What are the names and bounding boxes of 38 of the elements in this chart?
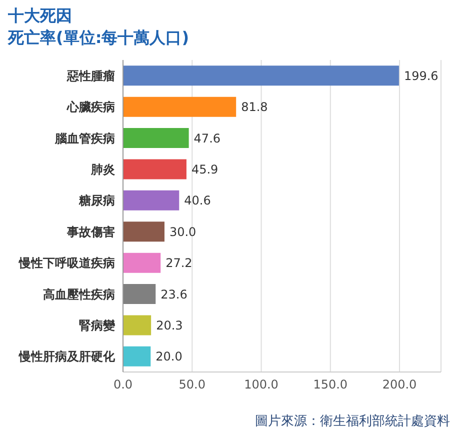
- bar: [123, 222, 164, 242]
- data-label: 20.0: [156, 350, 182, 364]
- y-tick-label: 慢性肝病及肝硬化: [18, 350, 116, 364]
- chart-subtitle: 死亡率(單位:每十萬人口): [8, 28, 190, 49]
- x-tick-label: 0.0: [113, 378, 133, 392]
- bar: [123, 128, 189, 148]
- chart-title: 十大死因: [8, 6, 72, 27]
- y-tick-label: 肺炎: [90, 162, 116, 176]
- y-tick-label: 高血壓性疾病: [43, 287, 115, 302]
- x-tick-label: 50.0: [178, 378, 206, 392]
- y-tick-label: 腦血管疾病: [54, 131, 115, 146]
- data-label: 199.6: [404, 68, 438, 83]
- y-tick-label: 心臟疾病: [66, 100, 115, 114]
- data-label: 45.9: [191, 162, 218, 176]
- bar: [123, 190, 180, 210]
- data-label: 30.0: [169, 224, 196, 239]
- bar: [123, 159, 186, 180]
- bar: [123, 346, 151, 366]
- data-label: 81.8: [241, 100, 268, 114]
- bar: [123, 96, 236, 117]
- data-label: 40.6: [184, 194, 211, 208]
- text: 圖片來源：衛生福利部統計處資料: [255, 413, 450, 430]
- data-label: 27.2: [166, 256, 192, 270]
- x-tick-label: 200.0: [382, 378, 417, 392]
- x-tick-label: 150.0: [313, 378, 348, 392]
- y-tick-label: 慢性下呼吸道疾病: [18, 256, 115, 270]
- data-label: 47.6: [194, 131, 221, 146]
- bar: [123, 252, 161, 273]
- x-tick-label: 100.0: [244, 378, 278, 392]
- y-tick-label: 事故傷害: [66, 224, 115, 239]
- y-tick-label: 糖尿病: [78, 194, 115, 208]
- bar: [123, 315, 152, 336]
- y-tick-label: 腎病變: [79, 318, 116, 332]
- data-label: 23.6: [160, 287, 188, 302]
- data-label: 20.3: [156, 318, 183, 332]
- bar: [123, 66, 399, 86]
- bar: [123, 284, 156, 304]
- y-tick-label: 惡性腫瘤: [66, 68, 115, 83]
